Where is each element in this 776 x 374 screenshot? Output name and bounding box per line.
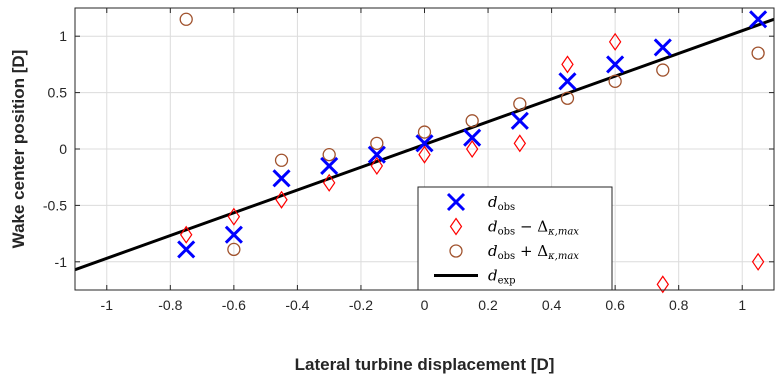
y-tick-label: -0.5 xyxy=(43,197,67,213)
x-stroke xyxy=(606,55,625,74)
series-1-point xyxy=(227,207,241,226)
x-stroke xyxy=(272,169,291,188)
series-2-point xyxy=(417,125,432,139)
series-0-point xyxy=(653,38,672,57)
series-1-point xyxy=(275,190,288,209)
x-stroke xyxy=(558,72,577,91)
series-1-point xyxy=(370,156,384,175)
series-2-point xyxy=(179,12,193,26)
legend-box xyxy=(417,186,613,291)
series-2-point xyxy=(560,91,575,105)
x-tick-label: 0 xyxy=(421,297,429,313)
series-0-point xyxy=(415,134,434,153)
y-axis-label: Wake center position [D] xyxy=(9,50,28,249)
x-stroke xyxy=(463,128,482,147)
series-2-point xyxy=(656,63,670,77)
x-stroke xyxy=(446,192,466,212)
legend-marker xyxy=(446,192,466,212)
series-2-point xyxy=(608,74,622,88)
legend-marker xyxy=(449,244,463,258)
series-2-point xyxy=(513,97,527,111)
x-tick-label: -1 xyxy=(101,297,114,313)
series-0-point xyxy=(558,72,577,91)
x-tick-label: 0.8 xyxy=(669,297,689,313)
series-0-point xyxy=(272,169,291,188)
legend-marker xyxy=(449,217,463,236)
series-0-point xyxy=(320,156,339,175)
x-tick-label: 1 xyxy=(738,297,746,313)
series-2-point xyxy=(751,46,765,60)
legend: dobs dobs − Δκ,max dobs + Δκ,max dexp xyxy=(417,186,613,291)
x-stroke xyxy=(320,156,339,175)
legend-label: dobs + Δκ,max xyxy=(488,242,579,262)
series-1-point xyxy=(608,32,622,51)
x-tick-label: -0.2 xyxy=(349,297,373,313)
data-markers xyxy=(177,10,768,294)
ticks: -1 -0.8 -0.6 -0.4 -0.2 0 0.2 0.4 0.6 0.8 1 -1 -0.5 0 0… xyxy=(43,8,774,313)
series-1-point xyxy=(561,55,574,74)
x-stroke xyxy=(224,225,243,244)
x-stroke xyxy=(415,134,434,153)
series-0-point xyxy=(463,128,482,147)
x-stroke xyxy=(177,240,196,259)
series-0-point xyxy=(510,111,529,130)
legend-label: dobs xyxy=(488,193,515,213)
x-tick-label: 0.4 xyxy=(542,297,562,313)
x-stroke xyxy=(749,10,768,29)
series-1-point xyxy=(513,134,527,153)
series-1-point xyxy=(465,139,479,159)
series-1-point xyxy=(656,275,670,294)
legend-label: dexp xyxy=(488,267,516,287)
series-2-point xyxy=(274,153,289,167)
legend-label: dobs − Δκ,max xyxy=(488,218,579,238)
x-axis-label: Lateral turbine displacement [D] xyxy=(295,355,555,374)
series-0-point xyxy=(177,240,196,259)
series-0-point xyxy=(367,145,386,164)
x-tick-label: -0.4 xyxy=(285,297,309,313)
series-0-point xyxy=(224,225,243,244)
y-tick-label: 1 xyxy=(59,28,67,44)
series-2-point xyxy=(227,242,241,257)
y-tick-label: -1 xyxy=(55,254,68,270)
series-0-point xyxy=(749,10,768,29)
series-1-point xyxy=(418,145,431,164)
x-tick-label: -0.8 xyxy=(158,297,182,313)
series-2-point xyxy=(322,147,336,162)
x-stroke xyxy=(367,145,386,164)
x-stroke xyxy=(510,111,529,130)
series-2-point xyxy=(370,136,384,151)
x-tick-label: 0.2 xyxy=(478,297,498,313)
series-0-point xyxy=(606,55,625,74)
x-tick-label: -0.6 xyxy=(222,297,246,313)
x-stroke xyxy=(653,38,672,57)
y-tick-label: 0.5 xyxy=(48,85,68,101)
series-1-point xyxy=(179,225,193,244)
series-2-point xyxy=(465,114,479,128)
series-1-point xyxy=(322,173,336,192)
y-tick-label: 0 xyxy=(59,141,67,157)
x-tick-label: 0.6 xyxy=(605,297,625,313)
series-1-point xyxy=(751,252,765,271)
